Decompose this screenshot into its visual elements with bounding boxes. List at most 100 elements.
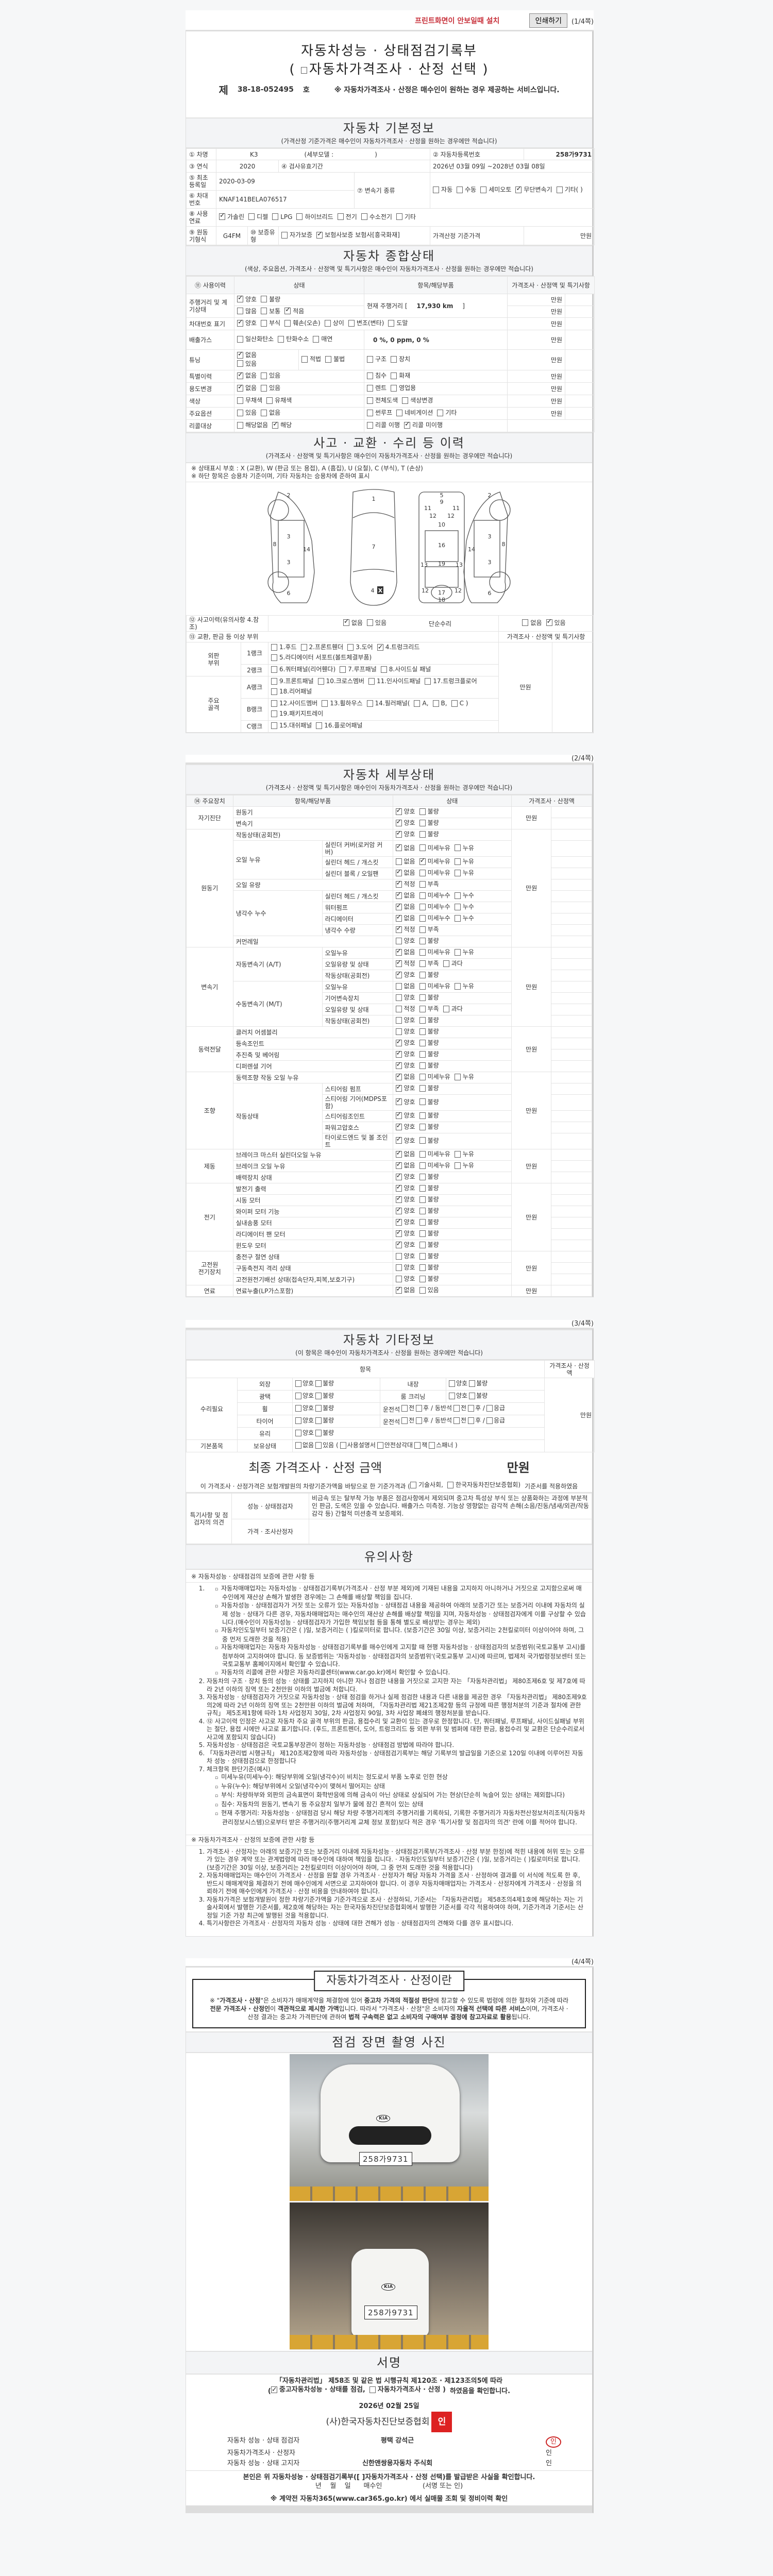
checkbox-icon[interactable] <box>395 982 402 990</box>
checkbox-icon[interactable] <box>261 372 267 379</box>
checkbox-icon[interactable] <box>322 700 328 707</box>
option[interactable]: 불량 <box>419 1112 439 1119</box>
checkbox-icon[interactable] <box>395 1123 402 1130</box>
checkbox-icon[interactable] <box>380 666 387 673</box>
checkbox-icon[interactable] <box>454 903 461 910</box>
checkbox-icon[interactable] <box>419 857 426 865</box>
option[interactable]: 미세누유 <box>419 844 450 852</box>
option[interactable]: 양호 <box>395 1275 415 1282</box>
option[interactable]: 도말 <box>388 319 408 327</box>
option[interactable]: 불량 <box>419 831 439 838</box>
checkbox-icon[interactable] <box>367 384 373 392</box>
checkbox-icon[interactable] <box>343 618 349 626</box>
option[interactable]: 양호 <box>395 1184 415 1192</box>
option[interactable]: 전 <box>453 1417 466 1424</box>
checkbox-icon[interactable] <box>556 186 563 193</box>
option[interactable]: 불량 <box>419 1184 439 1192</box>
option[interactable]: 가솔린 <box>219 212 244 221</box>
option[interactable]: 기타 <box>437 409 457 416</box>
option[interactable]: 침수 <box>367 372 386 379</box>
option[interactable]: 변조(변타) <box>348 319 384 327</box>
checkbox-icon[interactable] <box>416 1417 423 1424</box>
checkbox-icon[interactable] <box>419 1252 426 1260</box>
checkbox-icon[interactable] <box>395 1161 402 1169</box>
option[interactable]: 누수 <box>454 903 474 910</box>
option[interactable]: 불량 <box>419 1264 439 1271</box>
checkbox-icon[interactable] <box>451 700 458 707</box>
checkbox-icon[interactable] <box>395 1150 402 1158</box>
option[interactable]: 부족 <box>419 880 439 888</box>
checkbox-icon[interactable] <box>410 1482 416 1488</box>
checkbox-icon[interactable] <box>480 186 487 193</box>
option[interactable]: 적정 <box>395 1005 415 1012</box>
checkbox-icon[interactable] <box>237 409 243 416</box>
option[interactable]: 불량 <box>419 971 439 978</box>
checkbox-icon[interactable] <box>219 212 225 221</box>
option[interactable]: 한국자동차진단보증협회) <box>447 1481 520 1489</box>
checkbox-icon[interactable] <box>315 1442 322 1449</box>
checkbox-icon[interactable] <box>454 869 461 876</box>
checkbox-icon[interactable] <box>261 384 267 392</box>
checkbox-icon[interactable] <box>348 319 355 327</box>
checkbox-icon[interactable] <box>454 892 461 899</box>
option[interactable]: 양호 <box>395 1207 415 1214</box>
option[interactable]: 양호 <box>395 1173 415 1180</box>
option[interactable]: 해당 <box>272 421 292 429</box>
checkbox-icon[interactable] <box>419 1173 426 1180</box>
checkbox-icon[interactable] <box>454 858 461 865</box>
option[interactable]: 없음 <box>395 891 415 899</box>
checkbox-icon[interactable] <box>454 914 461 922</box>
option[interactable]: 불량 <box>419 1137 439 1144</box>
option[interactable]: 불량 <box>419 1039 439 1046</box>
option[interactable]: 전 <box>401 1417 414 1424</box>
option[interactable]: 매연 <box>313 335 332 343</box>
checkbox-icon[interactable] <box>546 618 552 626</box>
checkbox-icon[interactable] <box>414 1442 421 1449</box>
checkbox-icon[interactable] <box>401 1404 408 1412</box>
option[interactable]: 미세누유 <box>419 869 450 876</box>
option[interactable]: 미세누유 <box>419 982 450 990</box>
checkbox-icon[interactable] <box>419 1073 426 1080</box>
option[interactable]: 12.사이드멤버 <box>271 699 317 708</box>
option[interactable]: 14.필러패널( <box>366 699 410 708</box>
checkbox-icon[interactable] <box>237 397 243 404</box>
option[interactable]: 렌트 <box>367 384 386 392</box>
checkbox-icon[interactable] <box>295 1380 301 1387</box>
checkbox-icon[interactable] <box>419 1162 426 1169</box>
option[interactable]: 구조 <box>367 355 386 363</box>
option[interactable]: 부족 <box>419 1005 439 1012</box>
checkbox-icon[interactable] <box>443 960 449 967</box>
option[interactable]: 2.프론트휀더 <box>300 643 343 652</box>
checkbox-icon[interactable] <box>419 1150 426 1158</box>
option[interactable]: 적법 <box>301 355 321 363</box>
option[interactable]: 양호 <box>395 1097 415 1106</box>
checkbox-icon[interactable] <box>419 1207 426 1214</box>
checkbox-icon[interactable] <box>395 1136 402 1144</box>
option[interactable]: 적정 <box>395 880 415 888</box>
checkbox-icon[interactable] <box>419 1062 426 1069</box>
option[interactable]: 없음 <box>395 1286 415 1294</box>
option[interactable]: 과다 <box>443 960 463 967</box>
checkbox-icon[interactable] <box>486 1417 493 1424</box>
option[interactable]: 있음 <box>261 384 280 392</box>
option[interactable]: 양호 <box>237 295 257 303</box>
checkbox-icon[interactable] <box>425 678 431 685</box>
checkbox-icon[interactable] <box>395 843 402 852</box>
option[interactable]: 양호 <box>295 1417 314 1424</box>
option[interactable]: 불량 <box>315 1429 334 1436</box>
checkbox-icon[interactable] <box>317 678 324 685</box>
checkbox-icon[interactable] <box>237 384 243 392</box>
option[interactable]: 자가보증 <box>281 231 312 239</box>
checkbox-icon[interactable] <box>271 678 277 685</box>
option[interactable]: 전기 <box>337 213 357 221</box>
checkbox-icon[interactable] <box>395 1286 402 1294</box>
checkbox-icon[interactable] <box>419 914 426 922</box>
checkbox-icon[interactable] <box>395 971 402 978</box>
option[interactable]: 양호 <box>395 1136 415 1144</box>
option[interactable]: 적정 <box>395 959 415 967</box>
checkbox-icon[interactable] <box>395 1264 402 1271</box>
checkbox-icon[interactable] <box>377 643 383 652</box>
checkbox-icon[interactable] <box>449 1392 455 1399</box>
checkbox-icon[interactable] <box>261 296 267 303</box>
option[interactable]: 양호 <box>395 1061 415 1069</box>
